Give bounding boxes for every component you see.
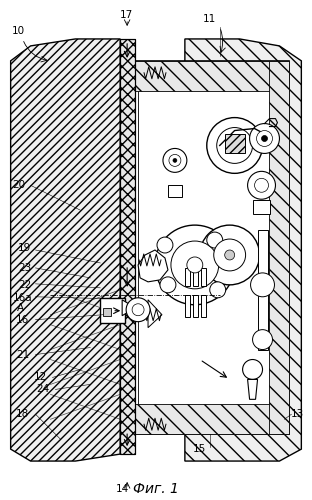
Text: 12: 12 [34, 372, 47, 382]
Circle shape [251, 273, 275, 297]
Circle shape [261, 136, 267, 141]
Bar [201, 295, 206, 316]
Circle shape [243, 360, 262, 380]
Bar [253, 200, 271, 214]
Circle shape [210, 282, 226, 298]
Circle shape [253, 330, 272, 349]
Polygon shape [185, 39, 301, 461]
Bar [135, 61, 290, 434]
Circle shape [171, 241, 219, 289]
Polygon shape [11, 39, 120, 461]
Bar [120, 39, 135, 454]
Circle shape [207, 118, 262, 174]
Text: 23: 23 [18, 263, 31, 273]
Circle shape [157, 237, 173, 253]
Circle shape [250, 124, 280, 154]
Text: Фиг. 1: Фиг. 1 [133, 482, 179, 496]
Text: 22: 22 [18, 280, 31, 290]
Bar [138, 64, 286, 431]
Circle shape [163, 148, 187, 172]
Circle shape [187, 257, 203, 273]
Polygon shape [138, 250, 168, 282]
Circle shape [173, 158, 177, 162]
Text: 10: 10 [12, 26, 25, 36]
Polygon shape [270, 61, 290, 434]
Circle shape [217, 128, 253, 164]
Bar [193, 268, 198, 286]
Bar [193, 295, 198, 316]
Bar [225, 134, 245, 154]
Bar [185, 295, 190, 316]
Polygon shape [135, 404, 290, 434]
Text: 20: 20 [12, 180, 25, 190]
Bar [201, 268, 206, 286]
Bar [168, 186, 182, 197]
Text: A: A [17, 302, 24, 312]
Circle shape [132, 304, 144, 316]
Text: 13: 13 [291, 410, 304, 420]
Circle shape [256, 130, 272, 146]
Text: 17: 17 [119, 10, 133, 20]
Text: 11: 11 [203, 14, 217, 24]
Circle shape [200, 225, 260, 285]
Polygon shape [135, 61, 290, 90]
Circle shape [248, 172, 275, 199]
Circle shape [207, 232, 223, 248]
Circle shape [155, 225, 235, 305]
Bar [257, 230, 267, 350]
Bar [103, 308, 111, 316]
Polygon shape [148, 300, 162, 328]
Bar [100, 298, 125, 322]
Circle shape [225, 250, 235, 260]
Circle shape [255, 178, 269, 192]
Text: 18: 18 [16, 410, 29, 420]
Circle shape [126, 298, 150, 322]
Polygon shape [122, 300, 135, 316]
Circle shape [169, 154, 181, 166]
Circle shape [160, 277, 176, 293]
Text: 16a: 16a [13, 293, 32, 303]
Text: 14: 14 [115, 484, 129, 494]
Polygon shape [248, 380, 257, 400]
Polygon shape [120, 39, 135, 454]
Bar [185, 268, 190, 286]
Text: 16: 16 [16, 314, 29, 324]
Circle shape [214, 239, 246, 271]
Text: 19: 19 [18, 243, 31, 253]
Text: 24: 24 [36, 384, 49, 394]
Text: 15: 15 [193, 444, 207, 454]
Text: 21: 21 [16, 350, 29, 360]
